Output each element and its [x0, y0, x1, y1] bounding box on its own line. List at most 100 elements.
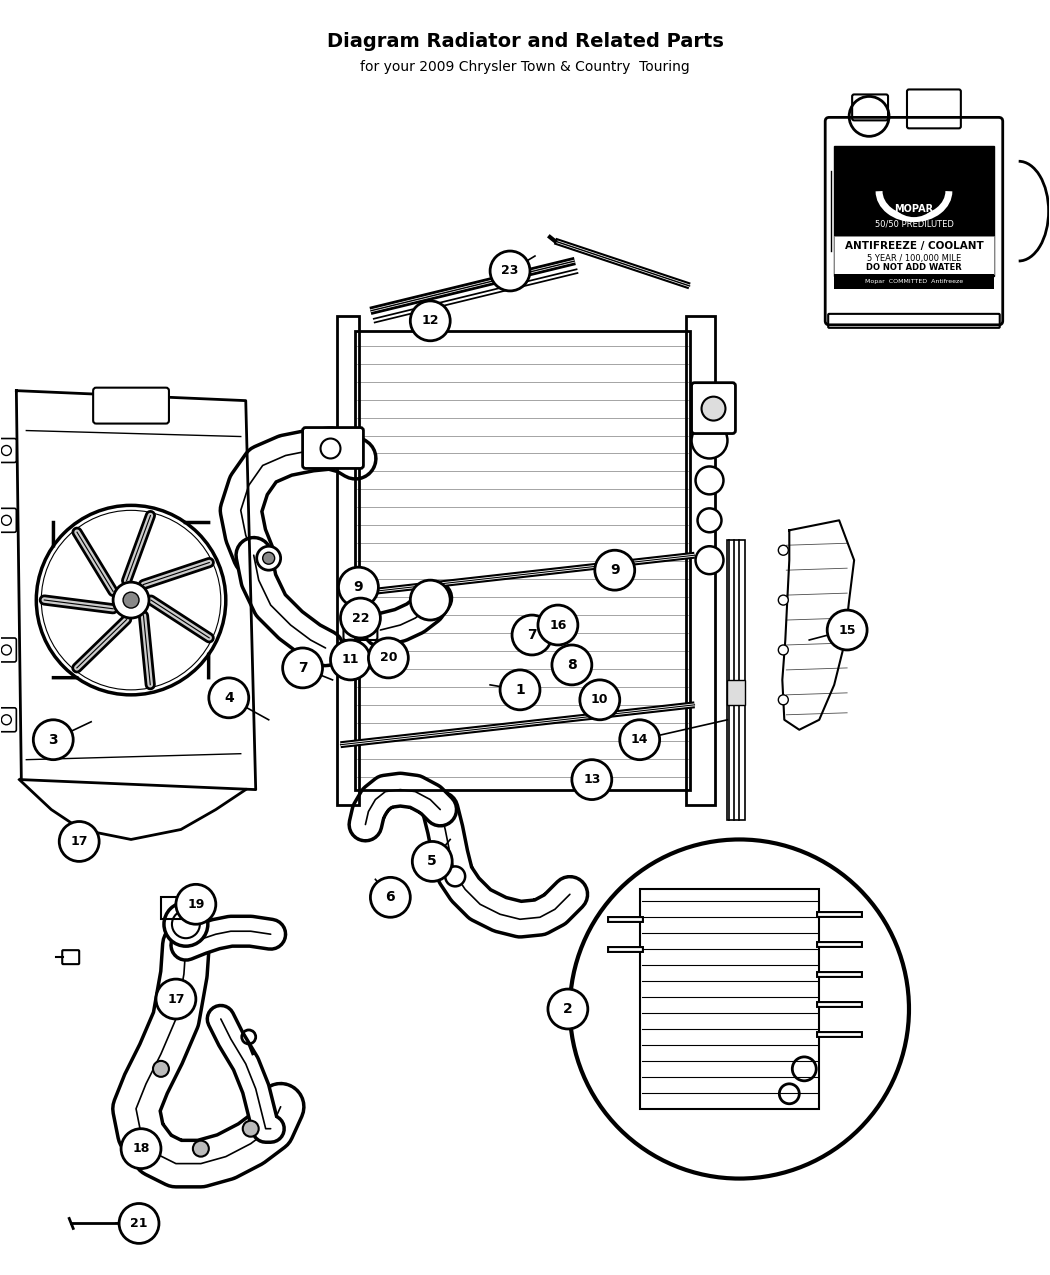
- Polygon shape: [17, 390, 256, 789]
- FancyBboxPatch shape: [834, 274, 993, 289]
- Text: Diagram Radiator and Related Parts: Diagram Radiator and Related Parts: [327, 32, 723, 51]
- Circle shape: [692, 422, 728, 459]
- Text: Mopar  COMMITTED  Antifreeze: Mopar COMMITTED Antifreeze: [865, 279, 963, 284]
- Text: ANTIFREEZE / COOLANT: ANTIFREEZE / COOLANT: [844, 241, 984, 251]
- Text: 13: 13: [583, 773, 601, 787]
- Text: 20: 20: [380, 652, 397, 664]
- Text: 18: 18: [132, 1142, 150, 1155]
- Text: 9: 9: [354, 580, 363, 594]
- Circle shape: [344, 448, 356, 459]
- Circle shape: [153, 1061, 169, 1077]
- Circle shape: [59, 821, 99, 862]
- Text: 15: 15: [838, 623, 856, 636]
- Circle shape: [193, 1141, 209, 1156]
- Text: 22: 22: [352, 612, 370, 625]
- Circle shape: [695, 546, 723, 574]
- Text: 50/50 PREDILUTED: 50/50 PREDILUTED: [875, 219, 953, 228]
- Text: MOPAR: MOPAR: [895, 204, 933, 214]
- Text: 9: 9: [610, 564, 620, 578]
- Circle shape: [243, 1121, 258, 1137]
- Text: 11: 11: [341, 654, 359, 667]
- FancyBboxPatch shape: [0, 638, 17, 662]
- Circle shape: [338, 567, 378, 607]
- Circle shape: [331, 640, 371, 680]
- Circle shape: [500, 669, 540, 710]
- Text: DO NOT ADD WATER: DO NOT ADD WATER: [866, 264, 962, 273]
- Circle shape: [156, 979, 196, 1019]
- Circle shape: [411, 580, 450, 620]
- Circle shape: [113, 583, 149, 618]
- Circle shape: [1, 645, 12, 655]
- Circle shape: [778, 595, 789, 606]
- Text: 17: 17: [167, 992, 185, 1006]
- FancyBboxPatch shape: [0, 509, 17, 532]
- Circle shape: [490, 251, 530, 291]
- Circle shape: [445, 867, 465, 886]
- Circle shape: [701, 397, 726, 421]
- Circle shape: [164, 903, 208, 946]
- Circle shape: [538, 606, 578, 645]
- Text: 2: 2: [563, 1002, 572, 1016]
- Text: 10: 10: [591, 694, 609, 706]
- Text: 5 YEAR / 100,000 MILE: 5 YEAR / 100,000 MILE: [867, 254, 961, 263]
- Circle shape: [697, 509, 721, 532]
- Polygon shape: [782, 520, 854, 729]
- Circle shape: [209, 678, 249, 718]
- Text: 7: 7: [298, 660, 308, 674]
- Text: for your 2009 Chrysler Town & Country  Touring: for your 2009 Chrysler Town & Country To…: [360, 60, 690, 74]
- Circle shape: [256, 546, 280, 570]
- Text: 4: 4: [224, 691, 234, 705]
- Circle shape: [778, 546, 789, 555]
- FancyBboxPatch shape: [834, 147, 993, 275]
- Circle shape: [123, 592, 139, 608]
- Text: 1: 1: [516, 683, 525, 697]
- Circle shape: [695, 467, 723, 495]
- FancyBboxPatch shape: [0, 708, 17, 732]
- Circle shape: [1, 445, 12, 455]
- Text: 23: 23: [501, 264, 519, 278]
- Circle shape: [338, 441, 362, 465]
- Circle shape: [1, 515, 12, 525]
- Text: 6: 6: [385, 890, 395, 904]
- Text: 8: 8: [567, 658, 576, 672]
- Text: 7: 7: [527, 629, 537, 643]
- Circle shape: [371, 877, 411, 917]
- Circle shape: [119, 1204, 159, 1243]
- Circle shape: [552, 645, 592, 685]
- Circle shape: [369, 638, 408, 678]
- Circle shape: [168, 980, 184, 997]
- Circle shape: [411, 301, 450, 340]
- FancyBboxPatch shape: [692, 382, 735, 434]
- Text: 5: 5: [427, 854, 437, 868]
- FancyBboxPatch shape: [93, 388, 169, 423]
- Circle shape: [580, 680, 620, 720]
- Text: 19: 19: [187, 898, 205, 910]
- Wedge shape: [888, 191, 940, 217]
- Circle shape: [282, 648, 322, 689]
- FancyBboxPatch shape: [0, 439, 17, 463]
- Text: 21: 21: [130, 1216, 148, 1230]
- Text: 12: 12: [421, 315, 439, 328]
- Circle shape: [262, 552, 275, 565]
- FancyBboxPatch shape: [302, 427, 363, 468]
- Circle shape: [512, 615, 552, 655]
- Circle shape: [572, 760, 612, 799]
- Circle shape: [121, 1128, 161, 1169]
- Circle shape: [827, 609, 867, 650]
- Circle shape: [413, 842, 453, 881]
- Text: 16: 16: [549, 618, 567, 631]
- FancyBboxPatch shape: [834, 236, 993, 274]
- Circle shape: [570, 839, 909, 1178]
- FancyBboxPatch shape: [728, 680, 746, 705]
- Text: 3: 3: [48, 733, 58, 747]
- Circle shape: [548, 989, 588, 1029]
- Text: 17: 17: [70, 835, 88, 848]
- Circle shape: [1, 715, 12, 724]
- Circle shape: [778, 695, 789, 705]
- Text: 14: 14: [631, 733, 649, 746]
- Circle shape: [34, 720, 74, 760]
- Circle shape: [620, 720, 659, 760]
- Circle shape: [340, 598, 380, 638]
- Circle shape: [176, 885, 216, 924]
- Circle shape: [594, 551, 634, 590]
